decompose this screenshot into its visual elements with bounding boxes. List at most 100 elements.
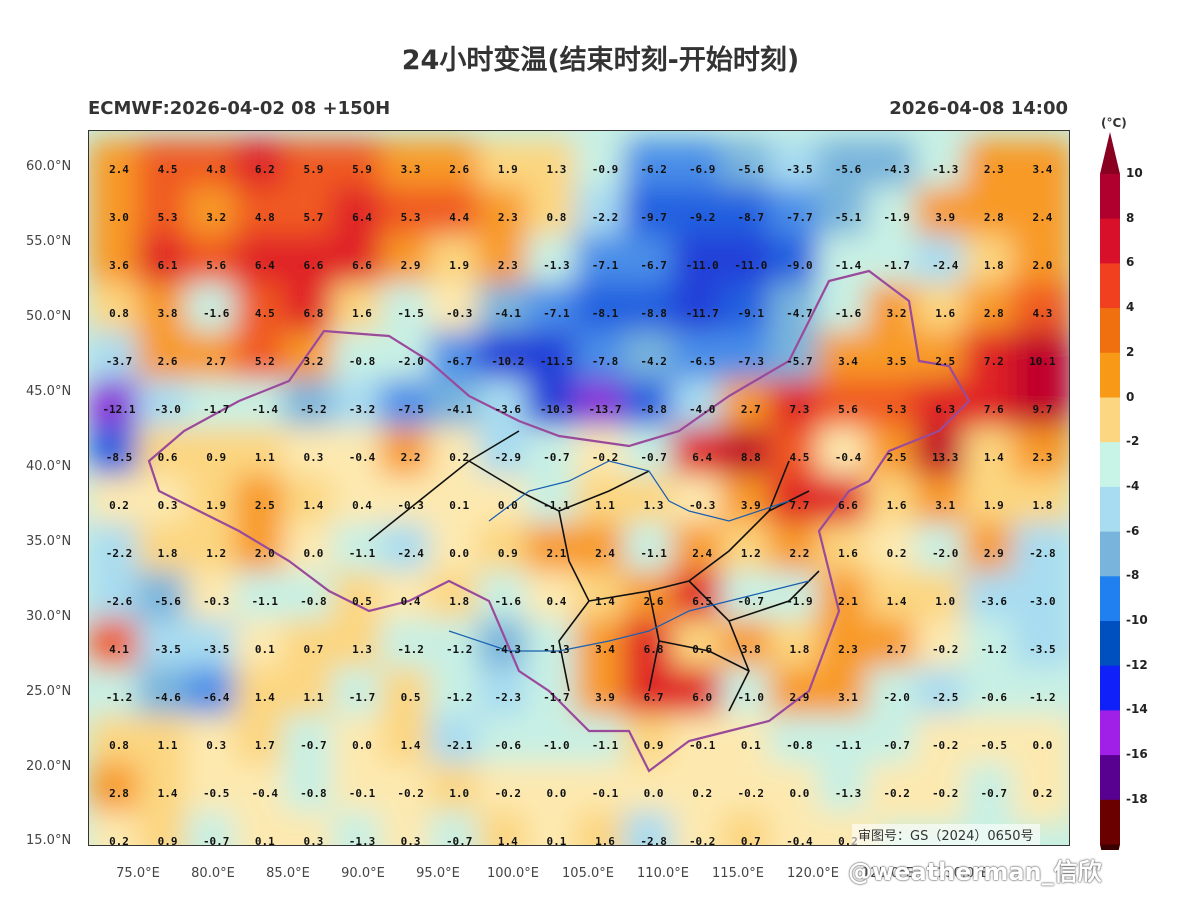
grid-value: 0.4: [352, 499, 372, 512]
grid-value: -2.6: [106, 595, 133, 608]
grid-value: -2.4: [397, 547, 424, 560]
grid-value: -1.3: [543, 259, 570, 272]
grid-value: -0.4: [786, 835, 813, 845]
grid-value: -4.3: [883, 163, 910, 176]
grid-value: -4.0: [689, 403, 716, 416]
grid-value: 3.8: [158, 307, 178, 320]
grid-value: -4.7: [786, 307, 813, 320]
grid-value: -3.0: [154, 403, 181, 416]
grid-value: 6.0: [692, 691, 712, 704]
grid-value: -1.6: [203, 307, 230, 320]
grid-value: -0.6: [495, 739, 522, 752]
grid-value: 0.8: [546, 211, 566, 224]
colorbar-swatch: [1100, 308, 1120, 354]
grid-value: 0.1: [546, 835, 566, 845]
grid-value: 9.7: [1032, 403, 1052, 416]
grid-value: -7.1: [592, 259, 619, 272]
grid-value: 0.1: [741, 739, 761, 752]
grid-value: 6.3: [935, 403, 955, 416]
field-cell: [1012, 763, 1069, 823]
grid-value: -0.2: [592, 451, 619, 464]
temperature-field: [89, 139, 1069, 845]
grid-value: -0.2: [689, 835, 716, 845]
grid-value: 0.6: [158, 451, 178, 464]
grid-value: 3.9: [741, 499, 761, 512]
grid-value: 2.8: [109, 787, 129, 800]
grid-value: -1.3: [835, 787, 862, 800]
colorbar-tick-label: -14: [1126, 702, 1148, 717]
grid-value: 0.5: [401, 691, 421, 704]
grid-value: -5.1: [835, 211, 862, 224]
grid-value: 2.3: [984, 163, 1004, 176]
grid-value: 3.9: [935, 211, 955, 224]
grid-value: -0.2: [397, 787, 424, 800]
temperature-change-map[interactable]: 2.4 4.5 4.8 6.2 5.9 5.9 3.3 2.6 1.9 1.3 -0.9 -6.2 -6…: [88, 130, 1070, 846]
grid-value: -0.2: [495, 787, 522, 800]
grid-value: 2.9: [789, 691, 809, 704]
grid-value: 0.4: [546, 595, 566, 608]
grid-value: 3.6: [109, 259, 129, 272]
grid-value: 2.4: [109, 163, 129, 176]
lat-label: 40.0°N: [26, 459, 72, 474]
grid-value: -1.4: [252, 403, 279, 416]
grid-value: -9.2: [689, 211, 716, 224]
grid-value: 6.6: [352, 259, 372, 272]
grid-value: -1.4: [835, 259, 862, 272]
country-border: [147, 269, 971, 773]
colorbar-tick-label: -6: [1126, 523, 1140, 538]
grid-value: -2.4: [932, 259, 959, 272]
lon-label: 125.0°E: [862, 866, 914, 881]
grid-value: 7.6: [984, 403, 1004, 416]
grid-value: 3.0: [109, 211, 129, 224]
grid-value: 0.1: [255, 835, 275, 845]
grid-value: -8.1: [592, 307, 619, 320]
grid-value: 1.6: [935, 307, 955, 320]
grid-value: -1.9: [786, 595, 813, 608]
grid-value: -3.6: [981, 595, 1008, 608]
grid-value: -1.2: [1029, 691, 1056, 704]
grid-value: 3.8: [741, 643, 761, 656]
colorbar-swatch: [1100, 352, 1120, 398]
grid-value: -8.7: [738, 211, 765, 224]
grid-value: 5.2: [255, 355, 275, 368]
lon-label: 115.0°E: [712, 866, 764, 881]
grid-value: 2.5: [887, 451, 907, 464]
colorbar-tick-label: -18: [1126, 791, 1148, 806]
watermark: @weatherman_信欣: [848, 858, 1102, 886]
grid-value: -0.8: [786, 739, 813, 752]
grid-value: 1.1: [303, 691, 323, 704]
grid-value: -1.3: [543, 643, 570, 656]
grid-values: 2.4 4.5 4.8 6.2 5.9 5.9 3.3 2.6 1.9 1.3 -0.9 -6.2 -6…: [102, 163, 1056, 845]
colorbar: [1100, 132, 1120, 850]
grid-value: -1.1: [252, 595, 279, 608]
grid-value: -1.6: [495, 595, 522, 608]
grid-value: 4.8: [255, 211, 275, 224]
grid-value: 0.9: [158, 835, 178, 845]
lon-label: 75.0°E: [116, 866, 160, 881]
grid-value: 10.1: [1029, 355, 1056, 368]
grid-value: -0.7: [446, 835, 473, 845]
grid-value: 0.5: [352, 595, 372, 608]
grid-value: -5.7: [786, 355, 813, 368]
grid-value: 0.3: [303, 835, 323, 845]
grid-value: 5.9: [352, 163, 372, 176]
grid-value: 2.2: [401, 451, 421, 464]
grid-value: 3.5: [887, 355, 907, 368]
grid-value: 3.1: [935, 499, 955, 512]
grid-value: 0.7: [741, 835, 761, 845]
grid-value: -1.2: [981, 643, 1008, 656]
grid-value: 5.3: [401, 211, 421, 224]
grid-value: 3.2: [206, 211, 226, 224]
grid-value: -2.9: [495, 451, 522, 464]
grid-value: -6.9: [689, 163, 716, 176]
grid-value: 6.4: [692, 451, 712, 464]
colorbar-tick-label: -4: [1126, 478, 1140, 493]
grid-value: -5.6: [835, 163, 862, 176]
colorbar-tick-label: 8: [1126, 210, 1135, 225]
colorbar-swatch: [1100, 755, 1120, 801]
grid-value: -6.7: [446, 355, 473, 368]
grid-value: 1.1: [255, 451, 275, 464]
grid-value: -0.2: [738, 787, 765, 800]
grid-value: 0.3: [206, 739, 226, 752]
grid-value: -2.5: [932, 691, 959, 704]
